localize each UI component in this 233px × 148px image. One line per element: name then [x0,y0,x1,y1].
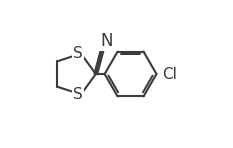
Text: Cl: Cl [162,66,177,82]
Text: S: S [73,46,83,61]
Text: N: N [101,32,113,50]
Text: S: S [73,87,83,102]
